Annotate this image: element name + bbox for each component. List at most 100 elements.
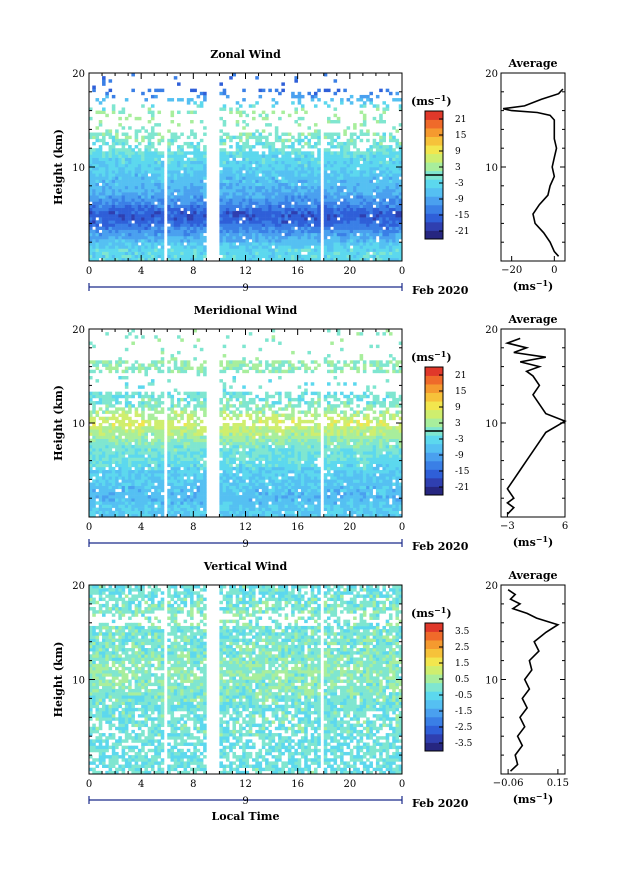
heatmap-cell xyxy=(124,416,129,421)
heatmap-cell xyxy=(268,223,272,227)
heatmap-cell xyxy=(297,248,302,252)
heatmap-cell xyxy=(160,438,165,443)
heatmap-cell xyxy=(134,476,139,480)
heatmap-cell xyxy=(177,182,181,187)
heatmap-cell xyxy=(147,451,152,455)
heatmap-cell xyxy=(105,154,109,158)
heatmap-cell xyxy=(271,207,276,212)
heatmap-cell xyxy=(137,426,142,430)
heatmap-cell xyxy=(388,179,393,183)
heatmap-cell xyxy=(313,192,318,196)
heatmap-cell xyxy=(232,157,237,162)
heatmap-cell xyxy=(95,485,100,490)
heatmap-cell xyxy=(118,201,122,205)
heatmap-cell xyxy=(359,229,364,234)
heatmap-cell xyxy=(89,157,93,162)
heatmap-cell xyxy=(385,188,390,193)
heatmap-cell xyxy=(268,242,272,246)
heatmap-cell xyxy=(395,154,400,158)
heatmap-cell xyxy=(134,232,139,237)
heatmap-cell xyxy=(333,167,338,171)
heatmap-cell xyxy=(284,132,289,136)
heatmap-cell xyxy=(131,251,135,256)
heatmap-cell xyxy=(385,176,390,180)
heatmap-cell xyxy=(141,485,145,490)
heatmap-cell xyxy=(177,466,181,471)
heatmap-cell xyxy=(379,195,383,199)
heatmap-cell xyxy=(190,179,194,183)
heatmap-cell xyxy=(108,163,113,168)
heatmap-cell xyxy=(115,407,119,411)
heatmap-cell xyxy=(199,120,204,124)
heatmap-cell xyxy=(317,220,321,224)
heatmap-cell xyxy=(268,239,272,243)
heatmap-cell xyxy=(128,254,132,259)
heatmap-cell xyxy=(115,479,119,483)
heatmap-cell xyxy=(170,182,175,187)
heatmap-cell xyxy=(102,226,106,230)
heatmap-cell xyxy=(349,163,354,168)
heatmap-cell xyxy=(108,416,113,421)
heatmap-cell xyxy=(229,242,233,246)
heatmap-cell xyxy=(183,435,188,439)
heatmap-cell xyxy=(150,495,155,499)
heatmap-cell xyxy=(372,116,377,121)
heatmap-cell xyxy=(102,207,106,212)
heatmap-cell xyxy=(297,185,302,190)
heatmap-cell xyxy=(137,504,142,508)
heatmap-cell xyxy=(258,195,263,199)
heatmap-cell xyxy=(105,513,109,518)
heatmap-cell xyxy=(144,154,148,158)
heatmap-cell xyxy=(265,160,269,165)
heatmap-cell xyxy=(137,479,142,483)
heatmap-cell xyxy=(193,248,197,252)
heatmap-cell xyxy=(144,419,148,424)
heatmap-cell xyxy=(183,457,188,461)
heatmap-cell xyxy=(287,182,292,187)
heatmap-cell xyxy=(203,204,207,209)
heatmap-cell xyxy=(353,163,357,168)
heatmap-cell xyxy=(203,167,207,171)
heatmap-cell xyxy=(160,173,165,177)
heatmap-cell xyxy=(186,145,191,149)
heatmap-cell xyxy=(333,235,338,240)
heatmap-cell xyxy=(375,214,380,218)
heatmap-cell xyxy=(118,460,122,465)
heatmap-cell xyxy=(190,491,194,496)
heatmap-cell xyxy=(398,226,403,230)
heatmap-cell xyxy=(388,210,393,215)
heatmap-cell xyxy=(173,157,178,162)
heatmap-cell xyxy=(278,163,282,168)
heatmap-cell xyxy=(180,195,184,199)
heatmap-cell xyxy=(98,435,103,439)
heatmap-cell xyxy=(98,510,103,515)
heatmap-cell xyxy=(150,207,155,212)
heatmap-cell xyxy=(340,217,344,221)
heatmap-cell xyxy=(310,242,315,246)
heatmap-cell xyxy=(327,116,331,121)
heatmap-cell xyxy=(219,176,223,180)
heatmap-cell xyxy=(183,441,188,446)
heatmap-cell xyxy=(274,157,279,162)
heatmap-cell xyxy=(369,198,373,202)
heatmap-cell xyxy=(177,457,181,461)
heatmap-cell xyxy=(147,473,152,477)
heatmap-cell xyxy=(388,214,393,218)
heatmap-cell xyxy=(265,217,269,221)
heatmap-cell xyxy=(160,435,165,439)
heatmap-cell xyxy=(343,226,347,230)
heatmap-cell xyxy=(141,204,145,209)
heatmap-cell xyxy=(157,141,162,146)
heatmap-cell xyxy=(366,214,370,218)
heatmap-cell xyxy=(177,135,181,140)
heatmap-cell xyxy=(235,251,240,256)
heatmap-cell xyxy=(131,217,135,221)
heatmap-cell xyxy=(92,239,96,243)
heatmap-cell xyxy=(154,94,158,99)
heatmap-cell xyxy=(297,257,302,262)
heatmap-cell xyxy=(183,188,188,193)
heatmap-cell xyxy=(144,129,148,133)
heatmap-cell xyxy=(225,235,230,240)
heatmap-cell xyxy=(137,192,142,196)
heatmap-cell xyxy=(105,182,109,187)
